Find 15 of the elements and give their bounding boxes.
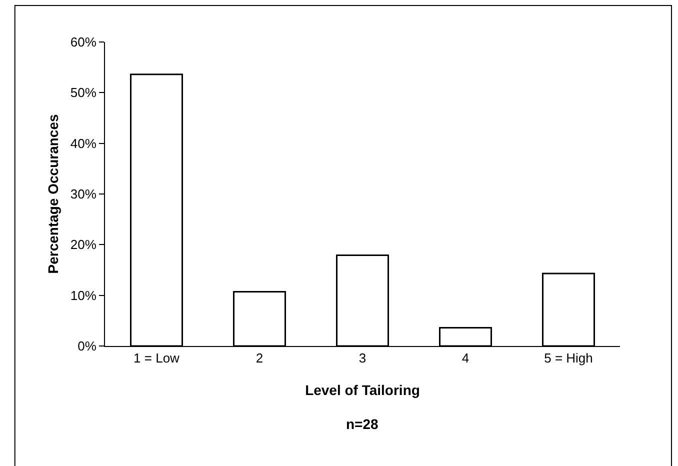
y-tick-label: 60% [70, 34, 97, 50]
y-tick-label: 0% [78, 338, 97, 354]
x-axis-title: Level of Tailoring [305, 382, 420, 398]
text: n=28 [346, 416, 379, 432]
y-tick-label: 30% [70, 186, 97, 202]
x-tick-label: 2 [256, 350, 264, 366]
x-tick-label: 1 = Low [134, 350, 180, 366]
y-tick-label: 50% [70, 85, 97, 100]
y-axis-title: Percentage Occurances [44, 114, 61, 274]
y-tick-label: 20% [70, 237, 97, 252]
x-tick-label: 3 [358, 350, 366, 366]
x-tick-label: 4 [462, 350, 470, 366]
x-tick-label: 5 = High [544, 350, 593, 366]
y-tick-label: 40% [70, 136, 97, 151]
y-tick-label: 10% [70, 288, 97, 303]
